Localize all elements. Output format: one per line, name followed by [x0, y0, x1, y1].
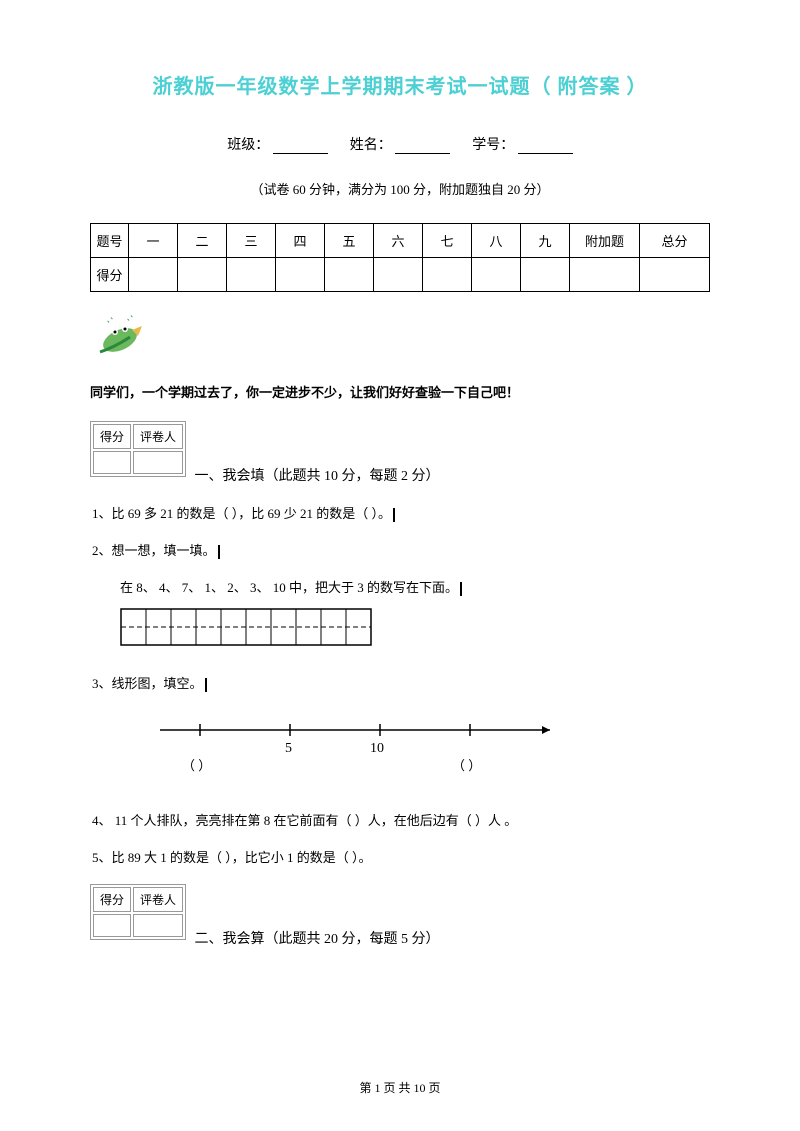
score-cell — [472, 258, 521, 292]
score-label: 得分 — [93, 887, 131, 912]
score-cell — [227, 258, 276, 292]
cursor-icon — [460, 582, 462, 596]
col-3: 三 — [227, 224, 276, 258]
exam-page: 浙教版一年级数学上学期期末考试一试题（ 附答案 ） 班级： 姓名： 学号： （试… — [0, 0, 800, 1006]
grader-box: 得分 评卷人 — [90, 421, 186, 477]
number-line-diagram: 5 10 （ ） （ ） — [150, 710, 710, 785]
intro-text: 同学们，一个学期过去了，你一定进步不少，让我们好好查验一下自己吧！ — [90, 382, 710, 401]
table-header-row: 题号 一 二 三 四 五 六 七 八 九 附加题 总分 — [91, 224, 710, 258]
score-cell — [570, 258, 640, 292]
score-cell — [521, 258, 570, 292]
score-cell — [178, 258, 227, 292]
svg-text:（ ）: （ ） — [452, 758, 481, 773]
col-2: 二 — [178, 224, 227, 258]
section-1-title: 一、我会填（此题共 10 分，每题 2 分） — [195, 465, 440, 485]
col-total: 总分 — [640, 224, 710, 258]
score-cell — [129, 258, 178, 292]
svg-text:（ ）: （ ） — [182, 758, 211, 773]
score-table: 题号 一 二 三 四 五 六 七 八 九 附加题 总分 得分 — [90, 223, 710, 292]
score-cell — [640, 258, 710, 292]
grader-blank — [133, 914, 183, 937]
score-cell — [374, 258, 423, 292]
col-6: 六 — [374, 224, 423, 258]
name-label: 姓名： — [350, 138, 392, 153]
grader-label: 评卷人 — [133, 887, 183, 912]
name-blank — [395, 140, 450, 154]
row2-label: 得分 — [91, 258, 129, 292]
class-blank — [273, 140, 328, 154]
col-7: 七 — [423, 224, 472, 258]
row1-label: 题号 — [91, 224, 129, 258]
cursor-icon — [218, 545, 220, 559]
question-2: 2、想一想，填一填。 — [92, 540, 710, 559]
pencil-cartoon-icon — [90, 312, 710, 367]
col-5: 五 — [325, 224, 374, 258]
grader-blank — [133, 451, 183, 474]
exam-meta-info: （试卷 60 分钟，满分为 100 分，附加题独自 20 分） — [90, 179, 710, 198]
id-label: 学号： — [472, 138, 514, 153]
section-1-header: 得分 评卷人 一、我会填（此题共 10 分，每题 2 分） — [90, 421, 710, 485]
question-1: 1、比 69 多 21 的数是（ ），比 69 少 21 的数是（ ）。 — [92, 503, 710, 522]
question-5: 5、比 89 大 1 的数是（ ），比它小 1 的数是（ ）。 — [92, 847, 710, 866]
svg-text:10: 10 — [370, 741, 384, 756]
score-blank — [93, 914, 131, 937]
student-info-line: 班级： 姓名： 学号： — [90, 134, 710, 154]
svg-text:5: 5 — [285, 741, 292, 756]
cursor-icon — [205, 678, 207, 692]
section-2-title: 二、我会算（此题共 20 分，每题 5 分） — [195, 928, 440, 948]
question-2-sub: 在 8、 4、 7、 1、 2、 3、 10 中，把大于 3 的数写在下面。 — [120, 577, 710, 596]
class-label: 班级： — [227, 138, 269, 153]
col-extra: 附加题 — [570, 224, 640, 258]
score-blank — [93, 451, 131, 474]
score-cell — [276, 258, 325, 292]
col-9: 九 — [521, 224, 570, 258]
grader-label: 评卷人 — [133, 424, 183, 449]
col-1: 一 — [129, 224, 178, 258]
id-blank — [518, 140, 573, 154]
score-cell — [423, 258, 472, 292]
col-4: 四 — [276, 224, 325, 258]
cursor-icon — [393, 508, 395, 522]
q3-text: 3、线形图，填空。 — [92, 676, 203, 691]
question-4: 4、 11 个人排队，亮亮排在第 8 在它前面有（ ）人，在他后边有（ ）人 。 — [92, 810, 710, 829]
score-label: 得分 — [93, 424, 131, 449]
q2-sub-text: 在 8、 4、 7、 1、 2、 3、 10 中，把大于 3 的数写在下面。 — [120, 580, 458, 595]
section-2-header: 得分 评卷人 二、我会算（此题共 20 分，每题 5 分） — [90, 884, 710, 948]
q1-text: 1、比 69 多 21 的数是（ ），比 69 少 21 的数是（ ）。 — [92, 506, 391, 521]
grader-box-2: 得分 评卷人 — [90, 884, 186, 940]
answer-box-grid — [120, 608, 710, 648]
question-3: 3、线形图，填空。 — [92, 673, 710, 692]
col-8: 八 — [472, 224, 521, 258]
page-footer: 第 1 页 共 10 页 — [0, 1079, 800, 1096]
table-score-row: 得分 — [91, 258, 710, 292]
q2-text: 2、想一想，填一填。 — [92, 543, 216, 558]
page-title: 浙教版一年级数学上学期期末考试一试题（ 附答案 ） — [90, 70, 710, 99]
score-cell — [325, 258, 374, 292]
